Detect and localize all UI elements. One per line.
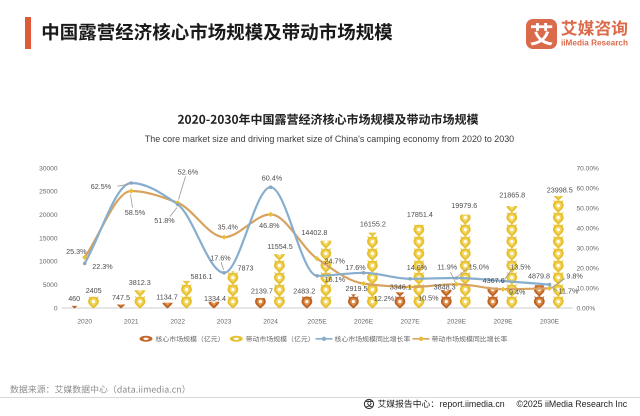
svg-text:14.6%: 14.6% (407, 263, 428, 272)
svg-text:51.8%: 51.8% (154, 216, 175, 225)
svg-text:15.0%: 15.0% (469, 262, 490, 271)
svg-text:12.2%: 12.2% (374, 294, 395, 303)
svg-text:25.3%: 25.3% (66, 247, 87, 256)
svg-text:2029E: 2029E (493, 319, 513, 326)
svg-text:5816.1: 5816.1 (191, 272, 213, 281)
svg-text:62.5%: 62.5% (91, 182, 112, 191)
svg-text:9.4%: 9.4% (509, 287, 526, 296)
svg-text:13.5%: 13.5% (510, 262, 531, 271)
svg-text:0: 0 (54, 305, 58, 312)
svg-text:report.iimedia.cn: report.iimedia.cn (440, 399, 505, 409)
svg-text:The core market size and drivi: The core market size and driving market … (145, 134, 514, 144)
svg-text:50.00%: 50.00% (577, 205, 600, 212)
svg-text:20.00%: 20.00% (577, 265, 600, 272)
svg-text:2405: 2405 (86, 286, 102, 295)
svg-text:14402.8: 14402.8 (301, 228, 327, 237)
svg-text:3812.3: 3812.3 (129, 278, 151, 287)
svg-text:10.00%: 10.00% (577, 285, 600, 292)
svg-text:3848.3: 3848.3 (434, 283, 456, 292)
svg-text:2139.7: 2139.7 (251, 287, 273, 296)
svg-text:©2025 iiMedia Research Inc: ©2025 iiMedia Research Inc (517, 399, 628, 409)
svg-text:2028E: 2028E (447, 319, 467, 326)
svg-text:60.00%: 60.00% (577, 185, 600, 192)
svg-text:30000: 30000 (39, 165, 58, 172)
svg-text:15000: 15000 (39, 235, 58, 242)
svg-text:10000: 10000 (39, 259, 58, 266)
svg-text:iiMedia Research: iiMedia Research (561, 37, 628, 47)
svg-text:58.5%: 58.5% (125, 208, 146, 217)
svg-text:7873: 7873 (238, 264, 254, 273)
svg-text:1134.7: 1134.7 (156, 293, 177, 302)
svg-text:52.6%: 52.6% (178, 168, 199, 177)
svg-text:747.5: 747.5 (112, 293, 130, 302)
svg-text:24.7%: 24.7% (325, 256, 346, 265)
svg-text:2483.2: 2483.2 (293, 287, 315, 296)
svg-text:2021: 2021 (124, 319, 139, 326)
svg-text:70.00%: 70.00% (577, 165, 600, 172)
svg-text:60.4%: 60.4% (262, 173, 283, 182)
svg-text:21865.8: 21865.8 (499, 191, 525, 200)
svg-text:25000: 25000 (39, 189, 58, 196)
svg-text:17851.4: 17851.4 (407, 210, 433, 219)
svg-text:2030E: 2030E (540, 319, 560, 326)
svg-text:20000: 20000 (39, 212, 58, 219)
svg-text:16.1%: 16.1% (325, 275, 346, 284)
svg-text:40.00%: 40.00% (577, 225, 600, 232)
svg-text:0.00%: 0.00% (577, 305, 596, 312)
svg-text:11.9%: 11.9% (437, 262, 457, 271)
svg-text:23998.5: 23998.5 (547, 186, 573, 195)
svg-text:19979.6: 19979.6 (451, 201, 477, 210)
svg-text:2027E: 2027E (401, 319, 421, 326)
svg-text:2022: 2022 (170, 319, 185, 326)
svg-text:17.6%: 17.6% (345, 263, 366, 272)
svg-text:22.3%: 22.3% (92, 262, 113, 271)
svg-text:17.6%: 17.6% (210, 254, 231, 263)
svg-text:2020: 2020 (77, 319, 92, 326)
svg-text:5000: 5000 (43, 282, 58, 289)
svg-text:3346.1: 3346.1 (390, 283, 412, 292)
svg-text:11.7%: 11.7% (559, 286, 579, 295)
svg-text:2919.5: 2919.5 (346, 284, 368, 293)
svg-text:11554.5: 11554.5 (267, 242, 292, 251)
svg-text:460: 460 (68, 294, 80, 303)
svg-text:1334.4: 1334.4 (204, 294, 226, 303)
svg-text:2024: 2024 (263, 319, 278, 326)
svg-text:4879.8: 4879.8 (528, 272, 550, 281)
svg-text:30.00%: 30.00% (577, 245, 600, 252)
svg-text:2025E: 2025E (308, 319, 328, 326)
svg-text:46.8%: 46.8% (259, 221, 280, 230)
svg-text:2026E: 2026E (354, 319, 374, 326)
svg-text:10.5%: 10.5% (418, 293, 439, 302)
svg-text:9.8%: 9.8% (566, 272, 583, 281)
svg-text:16155.2: 16155.2 (360, 220, 386, 229)
svg-text:35.4%: 35.4% (218, 223, 239, 232)
svg-text:2023: 2023 (217, 319, 232, 326)
svg-text:4367.6: 4367.6 (483, 276, 505, 285)
